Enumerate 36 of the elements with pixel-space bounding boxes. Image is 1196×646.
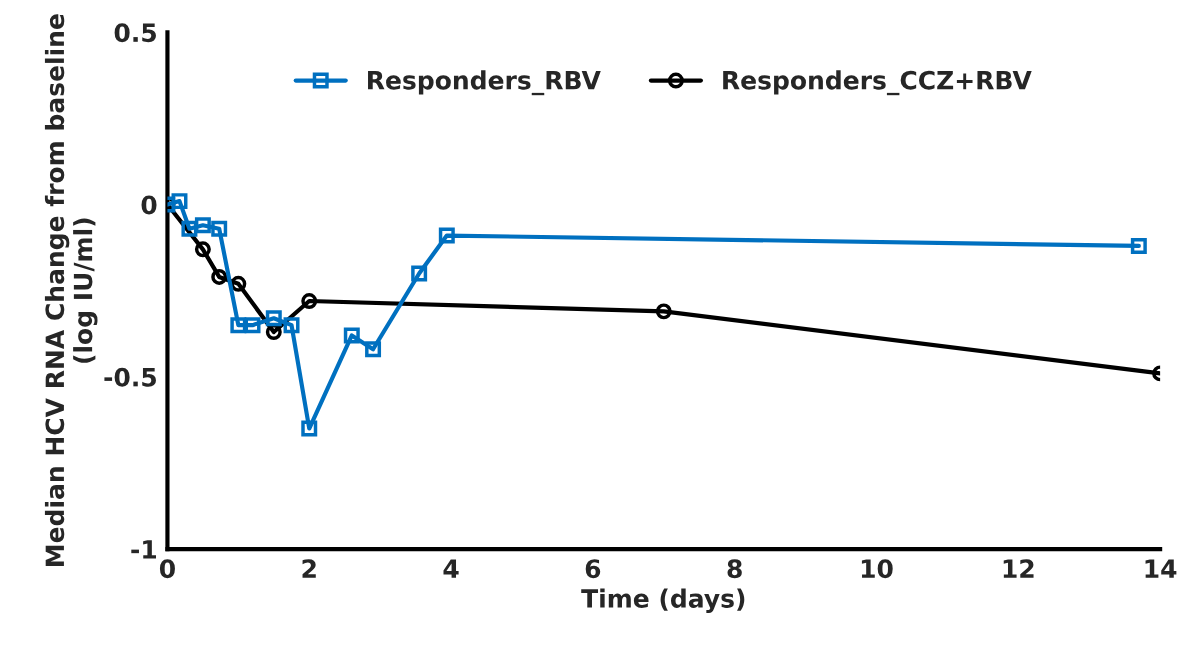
point — [211, 220, 228, 237]
y-tick-label: 0 — [141, 195, 157, 215]
point — [365, 341, 382, 358]
x-tick-label: 0 — [159, 559, 175, 579]
point — [411, 265, 428, 282]
x-tick-label: 10 — [861, 559, 893, 579]
point — [230, 317, 247, 334]
point — [194, 217, 211, 234]
legend-label: Responders_CCZ+RBV — [723, 70, 1032, 96]
x-tick-label: 12 — [1003, 559, 1034, 578]
point — [181, 220, 198, 237]
point — [265, 324, 282, 341]
y-tick-label: -0.5 — [104, 367, 156, 387]
point — [301, 420, 318, 437]
point — [343, 327, 360, 344]
x-tick-label: 4 — [443, 559, 459, 578]
point — [171, 193, 188, 210]
y-tick-label: 0.5 — [114, 23, 156, 43]
point — [301, 293, 318, 310]
point — [230, 275, 247, 292]
point — [655, 303, 672, 320]
point — [438, 227, 455, 244]
x-tick-label: 8 — [727, 559, 742, 579]
point — [244, 317, 261, 334]
point — [211, 268, 228, 285]
x-axis-title: Time (days) — [581, 588, 745, 613]
x-tick-label: 14 — [1145, 559, 1177, 578]
point — [194, 241, 211, 258]
legend-label: Responders_RBV — [368, 70, 601, 96]
x-tick-label: 2 — [302, 559, 316, 578]
point — [1130, 237, 1147, 254]
y-axis-title: Median HCV RNA Change from baseline (log IU/ml) — [44, 14, 98, 567]
point — [283, 317, 300, 334]
x-tick-label: 6 — [585, 559, 601, 579]
point — [265, 310, 282, 327]
y-tick-label: -1 — [131, 540, 156, 559]
